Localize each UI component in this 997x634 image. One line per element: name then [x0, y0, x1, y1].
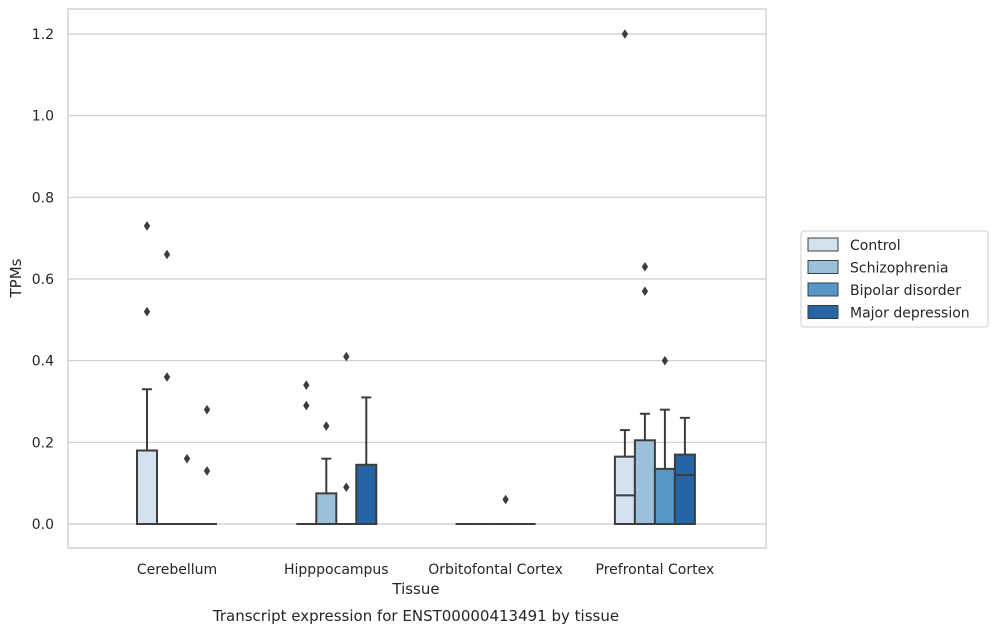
outlier-point: [343, 351, 350, 362]
outlier-point: [303, 400, 310, 411]
y-tick-label: 0.4: [32, 354, 54, 370]
legend: Control Schizophrenia Bipolar disorder Majo…: [800, 230, 989, 328]
x-tick-label: Cerebellum: [137, 562, 217, 578]
outlier-point: [203, 404, 211, 415]
y-tick-label: 0.8: [32, 190, 54, 206]
x-axis-label: Tissue: [391, 580, 439, 598]
legend-frame: [800, 230, 989, 328]
outlier-point: [502, 494, 509, 505]
outlier-point: [661, 355, 669, 366]
legend-swatch: [807, 237, 839, 252]
y-tick-labels: 0.0 0.2 0.4 0.6 0.8 1.0 1.2: [32, 27, 54, 533]
series-major-depression: [197, 396, 696, 526]
outlier-point: [183, 453, 191, 464]
outlier-point: [143, 221, 151, 231]
y-tick-label: 0.0: [32, 517, 54, 533]
outlier-point: [163, 249, 171, 260]
x-tick-label: Prefrontal Cortex: [596, 562, 715, 578]
box: [355, 463, 378, 525]
box: [653, 467, 676, 525]
legend-label: Bipolar disorder: [850, 283, 961, 299]
plot-frame: [67, 8, 767, 549]
legend-label: Schizophrenia: [850, 261, 948, 277]
x-tick-labels: Cerebellum Hipppocampus Orbitofontal Corte…: [137, 562, 714, 578]
series-bipolar-disorder: [177, 351, 676, 525]
outlier-point: [163, 372, 171, 382]
outlier-point: [143, 306, 151, 317]
outlier-point: [641, 261, 649, 272]
box: [633, 439, 656, 525]
legend-swatch: [807, 282, 839, 297]
y-axis-label: TPMs: [7, 258, 25, 298]
box: [136, 449, 158, 525]
box: [613, 455, 636, 525]
outlier-point: [203, 466, 211, 476]
legend-label: Control: [850, 238, 901, 254]
box-series: [136, 29, 696, 526]
legend-swatch: [807, 260, 839, 274]
outlier-point: [323, 421, 330, 431]
outlier-point: [641, 286, 649, 297]
legend-swatch: [807, 305, 839, 319]
legend-label: Major depression: [850, 306, 970, 322]
outlier-point: [303, 380, 310, 390]
series-control: [136, 29, 636, 525]
outlier-point: [621, 29, 629, 39]
y-tick-label: 0.2: [32, 435, 54, 451]
box: [673, 453, 696, 526]
y-tick-label: 0.6: [32, 272, 54, 288]
box: [315, 492, 338, 525]
series-schizophrenia: [157, 249, 656, 525]
outlier-point: [343, 482, 350, 493]
chart-caption: Transcript expression for ENST0000041349…: [212, 607, 619, 625]
y-tick-label: 1.0: [32, 109, 54, 125]
y-tick-label: 1.2: [32, 27, 54, 43]
x-tick-label: Hipppocampus: [284, 562, 389, 578]
x-tick-label: Orbitofontal Cortex: [428, 562, 563, 578]
